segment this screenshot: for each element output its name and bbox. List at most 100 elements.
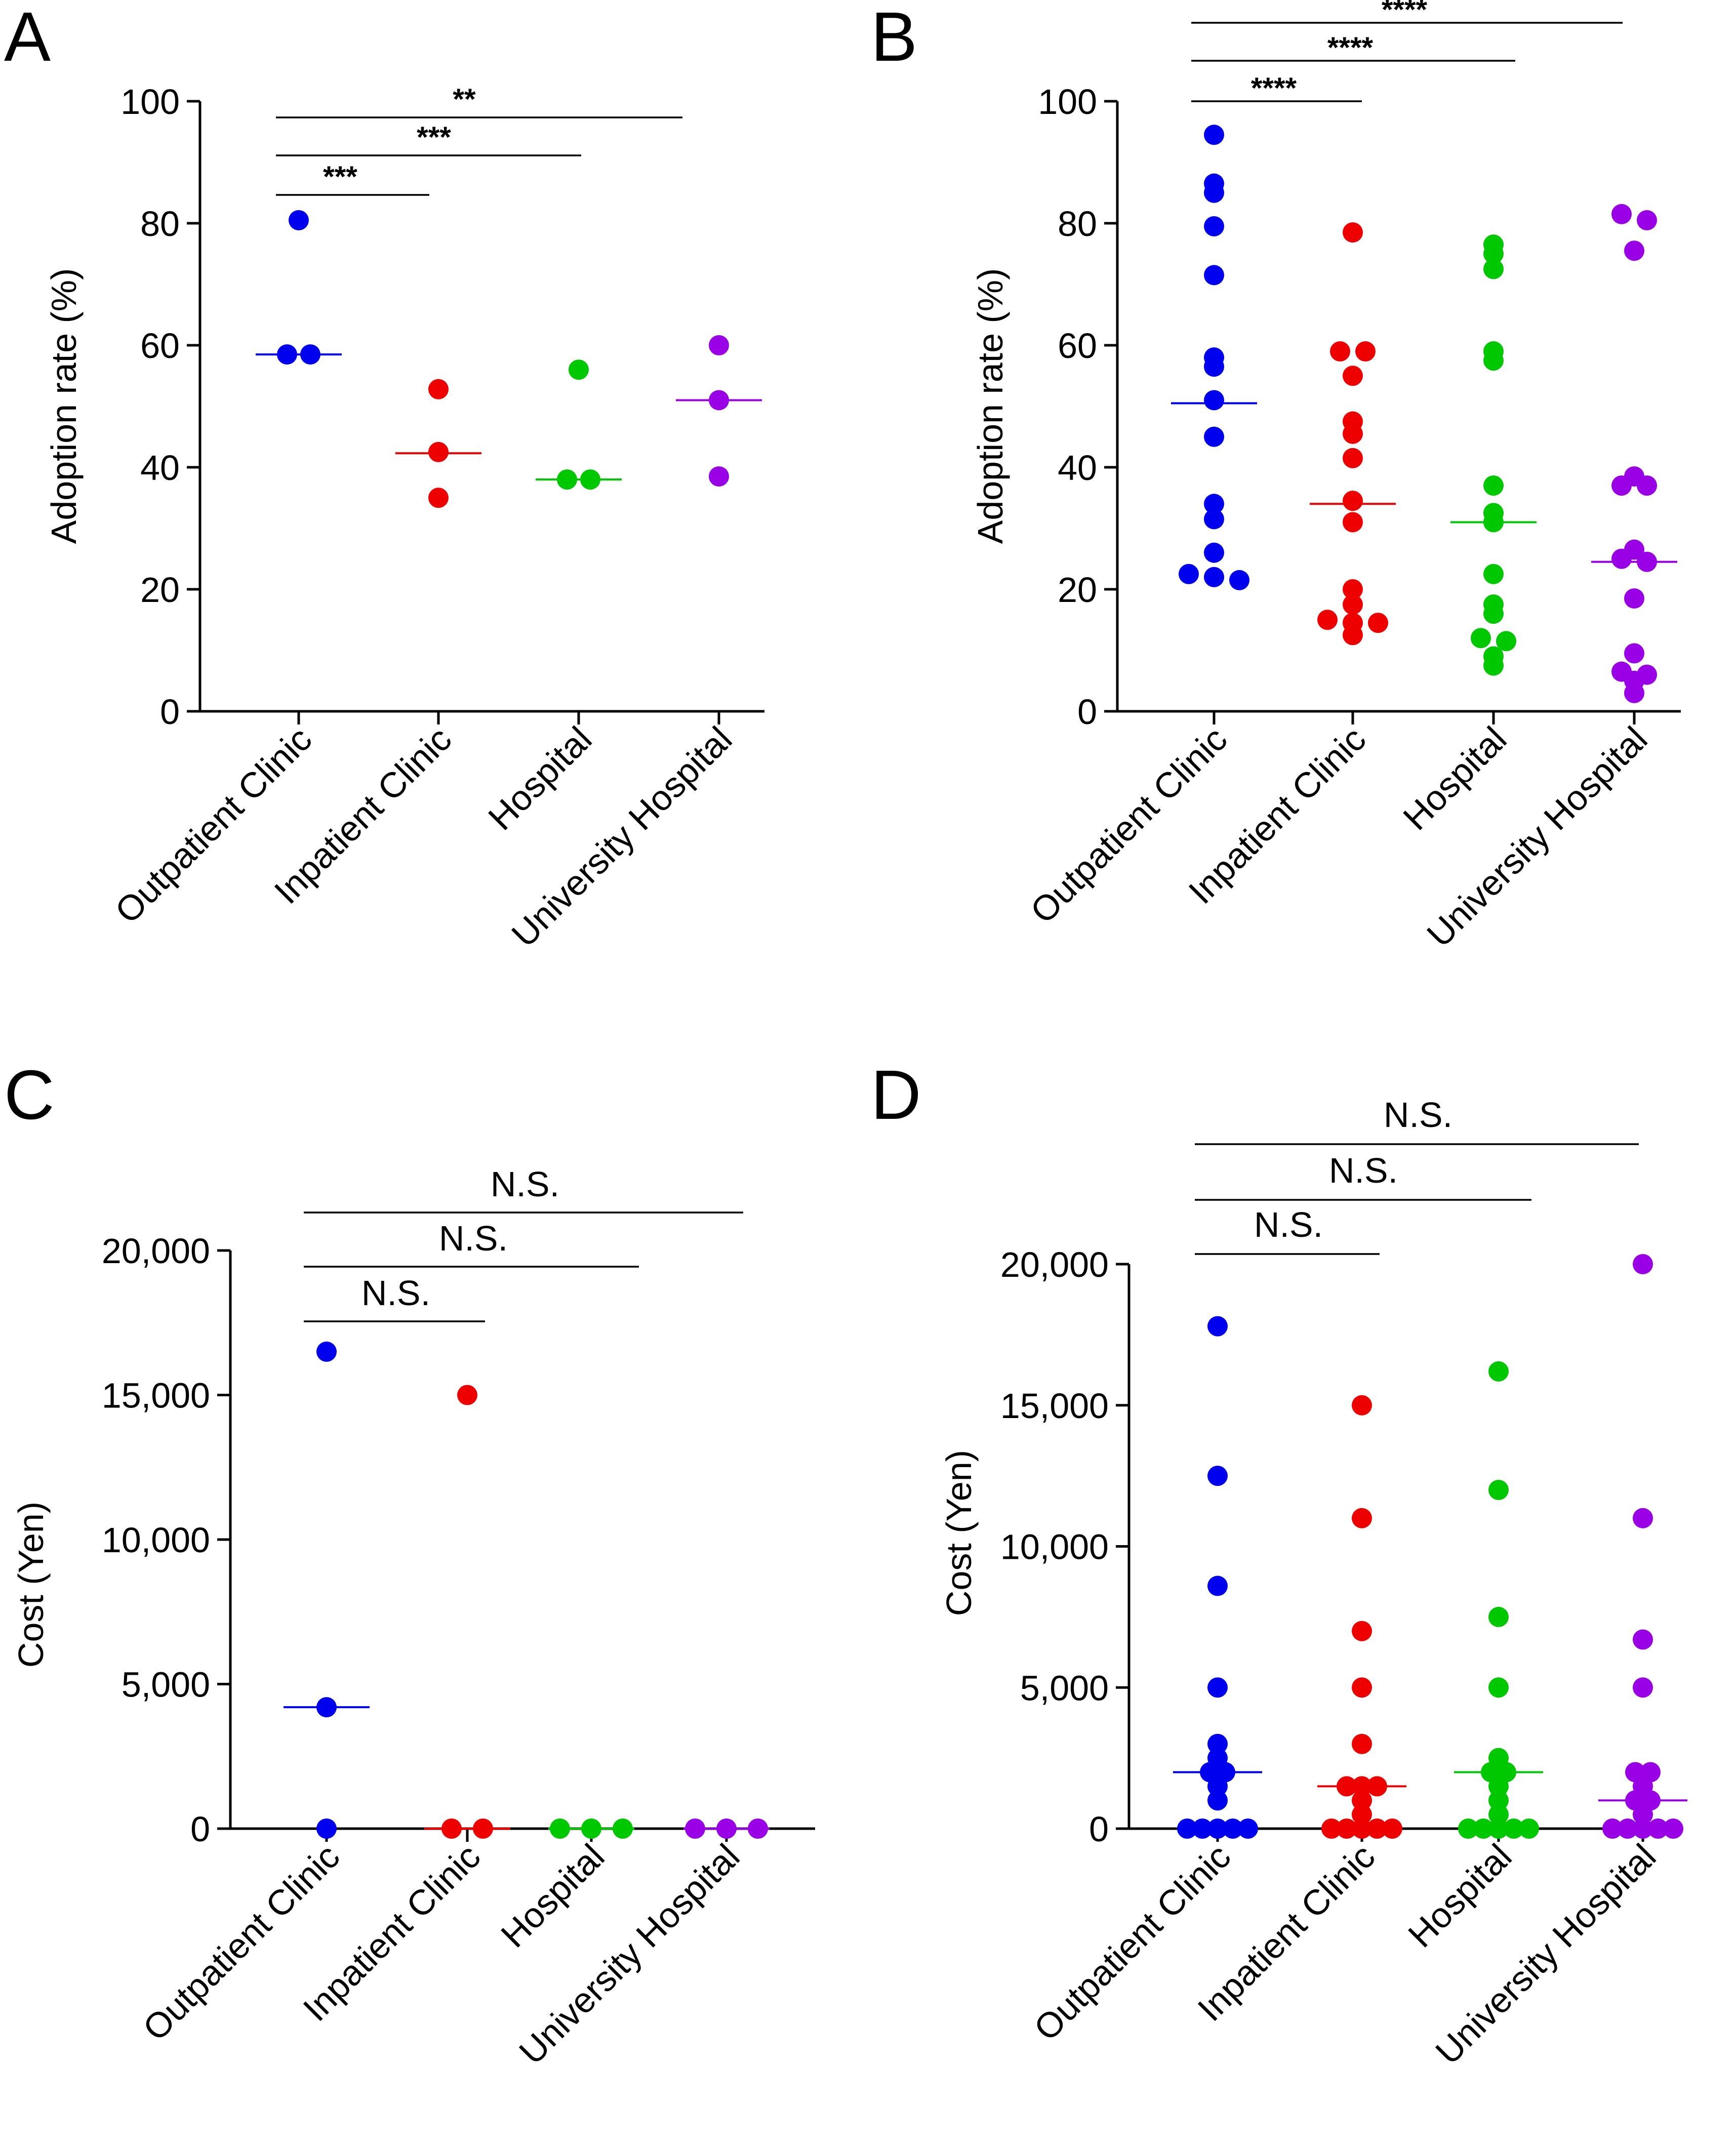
y-tick-label: 100: [1038, 82, 1097, 122]
data-point: [1207, 1819, 1228, 1839]
data-point: [1611, 475, 1632, 496]
y-tick-label: 40: [140, 448, 180, 488]
data-point: [1352, 1508, 1372, 1528]
significance-label: N.S.: [439, 1219, 508, 1258]
data-point: [1488, 1819, 1509, 1839]
data-point: [1352, 1677, 1372, 1698]
data-point: [1624, 240, 1644, 261]
y-tick-label: 15,000: [102, 1376, 210, 1416]
series-outpatient-clinic: [1171, 125, 1257, 590]
y-tick-label: 20,000: [1000, 1245, 1109, 1284]
data-point: [581, 1819, 601, 1839]
data-point: [1352, 1819, 1372, 1839]
data-point: [1637, 210, 1657, 230]
data-point: [1223, 1819, 1243, 1839]
y-tick-label: 100: [120, 82, 180, 122]
data-point: [316, 1341, 337, 1362]
data-point: [1343, 222, 1363, 243]
data-point: [1207, 1316, 1228, 1337]
panel-letter: A: [4, 0, 51, 76]
significance-label: ****: [1382, 0, 1428, 26]
series-outpatient-clinic: [1173, 1316, 1262, 1839]
significance-label: ****: [1251, 72, 1297, 105]
data-point: [1488, 1776, 1509, 1797]
y-tick-label: 5,000: [122, 1665, 210, 1705]
significance-label: ****: [1327, 31, 1374, 64]
series-hospital: [536, 359, 622, 490]
y-tick-label: 40: [1058, 448, 1097, 488]
data-point: [1204, 390, 1224, 411]
y-tick-label: 0: [1089, 1809, 1109, 1849]
data-point: [1663, 1819, 1683, 1839]
data-point: [1352, 1395, 1372, 1416]
data-point: [1633, 1254, 1653, 1274]
y-tick-label: 20,000: [102, 1231, 210, 1271]
series-inpatient-clinic: [1310, 222, 1396, 645]
data-point: [1367, 1776, 1387, 1797]
data-point: [1488, 1804, 1509, 1825]
data-point: [1192, 1819, 1213, 1839]
data-point: [1352, 1733, 1372, 1754]
y-tick-label: 60: [140, 326, 180, 366]
data-point: [316, 1697, 337, 1718]
y-tick-label: 0: [1077, 692, 1097, 732]
y-tick-label: 60: [1058, 326, 1097, 366]
data-point: [1207, 1790, 1228, 1811]
data-point: [1488, 1677, 1509, 1698]
series-inpatient-clinic: [1317, 1395, 1406, 1839]
data-point: [1367, 1819, 1387, 1839]
data-point: [1633, 1819, 1653, 1839]
data-point: [1382, 1819, 1402, 1839]
category-label: Hospital: [494, 1836, 612, 1955]
data-point: [1483, 244, 1504, 264]
data-point: [1343, 579, 1363, 599]
data-point: [1352, 1776, 1372, 1797]
panel-letter: D: [871, 1056, 921, 1134]
data-point: [580, 469, 600, 490]
data-point: [1343, 366, 1363, 386]
data-point: [557, 469, 577, 490]
data-point: [1179, 563, 1199, 584]
data-point: [1204, 356, 1224, 377]
data-point: [1633, 1804, 1653, 1825]
data-point: [1368, 613, 1388, 633]
y-tick-label: 10,000: [102, 1520, 210, 1560]
series-inpatient-clinic: [395, 379, 481, 508]
data-point: [1483, 350, 1504, 371]
data-point: [748, 1819, 768, 1839]
data-point: [1624, 682, 1644, 703]
y-tick-label: 20: [1058, 570, 1097, 610]
data-point: [1177, 1819, 1197, 1839]
data-point: [1330, 341, 1350, 362]
data-point: [1204, 567, 1224, 587]
category-label: Hospital: [1401, 1836, 1519, 1955]
data-point: [1204, 125, 1224, 145]
data-point: [550, 1819, 570, 1839]
data-point: [1483, 475, 1504, 496]
significance-label: N.S.: [1384, 1095, 1452, 1135]
data-point: [1488, 1480, 1509, 1500]
data-point: [441, 1819, 462, 1839]
significance-label: N.S.: [361, 1273, 430, 1313]
data-point: [1602, 1819, 1623, 1839]
data-point: [1229, 570, 1249, 590]
series-outpatient-clinic: [284, 1341, 370, 1839]
data-point: [1483, 563, 1504, 584]
series-university-hospital: [676, 335, 762, 487]
data-point: [1355, 341, 1376, 362]
data-point: [1488, 1361, 1509, 1382]
data-point: [1496, 631, 1516, 652]
data-point: [613, 1819, 633, 1839]
y-tick-label: 0: [160, 692, 180, 732]
y-tick-label: 0: [190, 1809, 210, 1849]
data-point: [277, 344, 297, 365]
data-point: [1238, 1819, 1258, 1839]
significance-label: N.S.: [491, 1164, 559, 1204]
data-point: [1637, 551, 1657, 572]
y-tick-label: 5,000: [1020, 1668, 1109, 1708]
data-point: [289, 210, 309, 230]
data-point: [1343, 594, 1363, 615]
data-point: [457, 1385, 477, 1405]
data-point: [300, 344, 320, 365]
